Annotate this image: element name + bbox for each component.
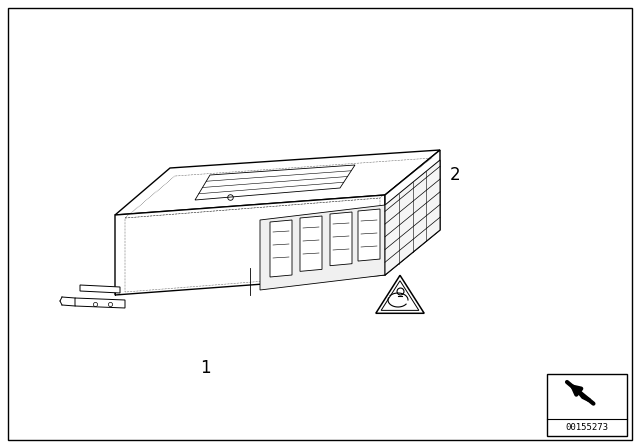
Text: 2: 2 — [450, 166, 460, 184]
Polygon shape — [385, 160, 440, 275]
Polygon shape — [376, 276, 424, 313]
Polygon shape — [385, 150, 440, 275]
Polygon shape — [115, 150, 440, 215]
Polygon shape — [80, 285, 120, 293]
Polygon shape — [381, 281, 419, 310]
Polygon shape — [195, 165, 355, 200]
Polygon shape — [270, 220, 292, 277]
Polygon shape — [358, 209, 380, 261]
Polygon shape — [260, 205, 385, 290]
Polygon shape — [115, 195, 385, 295]
Polygon shape — [75, 298, 125, 308]
Polygon shape — [330, 212, 352, 266]
Text: 1: 1 — [200, 359, 211, 377]
Bar — [547, 374, 627, 436]
Text: 00155273: 00155273 — [566, 423, 609, 432]
Polygon shape — [300, 216, 322, 271]
